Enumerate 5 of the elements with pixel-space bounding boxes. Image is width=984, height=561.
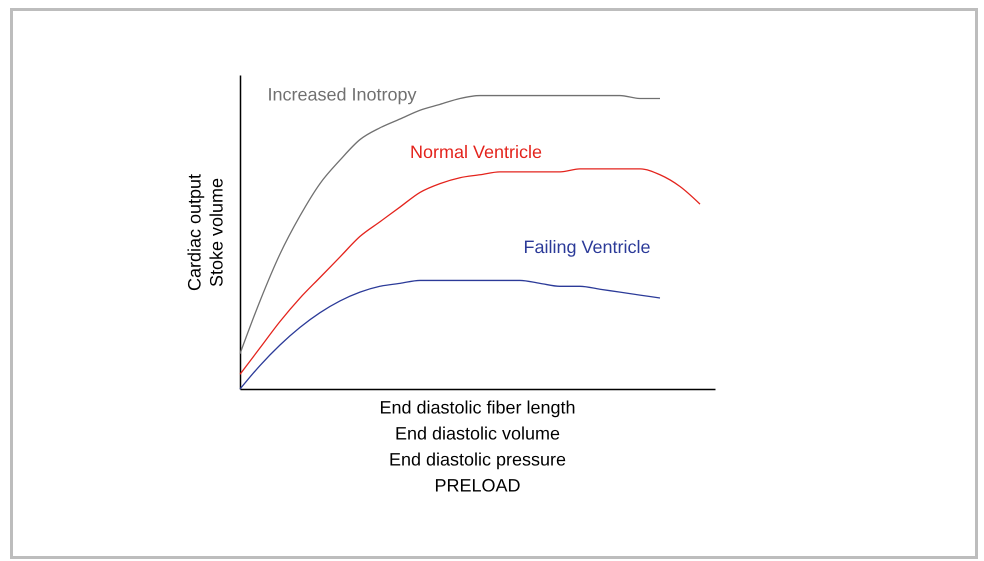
x-axis-title: End diastolic fiber length End diastolic volume End diastolic pressure PRELOAD: [379, 398, 576, 496]
series-label: Increased Inotropy: [267, 84, 417, 105]
series-label: Normal Ventricle: [410, 142, 542, 162]
series-label: Failing Ventricle: [523, 237, 651, 258]
y-axis-title: Cardiac output Stoke volume: [184, 174, 226, 292]
